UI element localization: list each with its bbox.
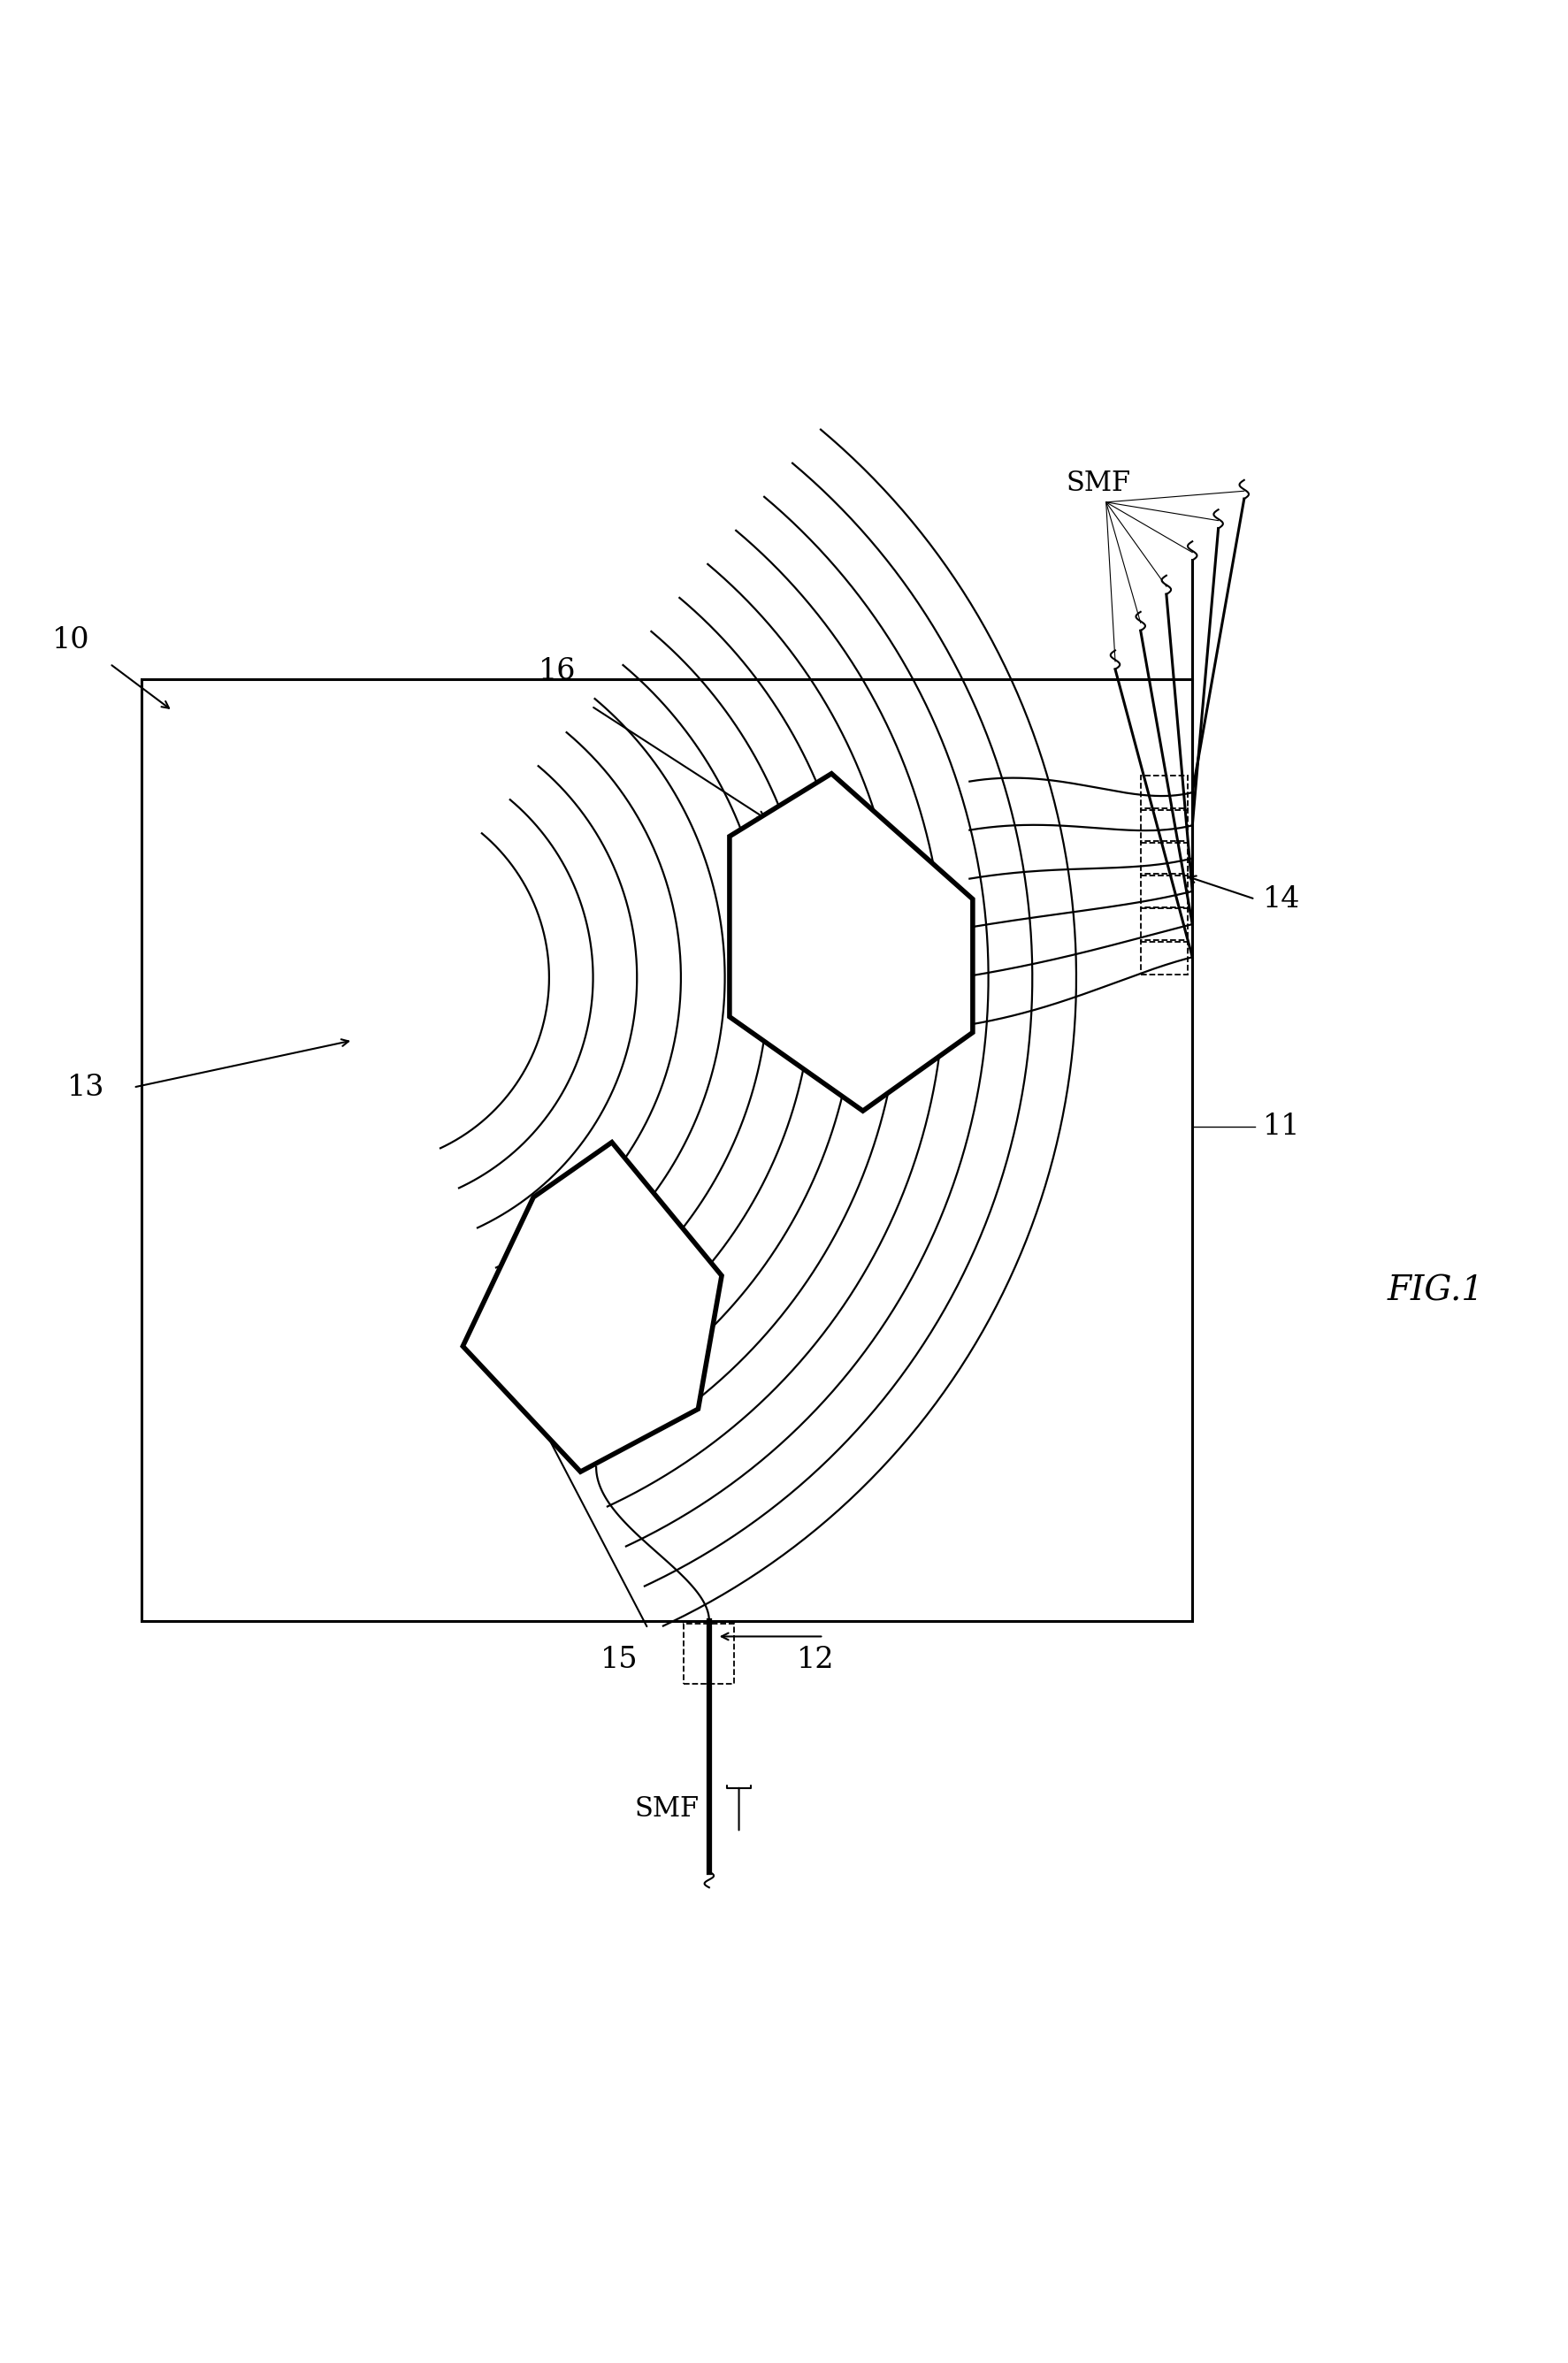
Text: FIG.1: FIG.1 bbox=[1386, 1276, 1483, 1307]
Bar bbox=[1140, 907, 1187, 940]
Text: 12: 12 bbox=[797, 1647, 834, 1673]
Text: 15: 15 bbox=[601, 1647, 638, 1673]
Text: 10: 10 bbox=[52, 626, 89, 655]
Bar bbox=[141, 681, 1192, 1621]
Polygon shape bbox=[463, 1141, 721, 1472]
Polygon shape bbox=[729, 773, 972, 1111]
Bar bbox=[1140, 841, 1187, 877]
Text: 13: 13 bbox=[67, 1073, 105, 1101]
Bar bbox=[1140, 874, 1187, 907]
Text: SMF: SMF bbox=[633, 1796, 699, 1822]
Text: SMF: SMF bbox=[1065, 470, 1131, 496]
Bar bbox=[684, 1623, 734, 1682]
Bar bbox=[1140, 940, 1187, 974]
Text: 14: 14 bbox=[1262, 886, 1300, 912]
Text: 11: 11 bbox=[1262, 1113, 1300, 1141]
Bar bbox=[1140, 808, 1187, 844]
Bar bbox=[1140, 775, 1187, 811]
Text: 16: 16 bbox=[538, 657, 575, 685]
